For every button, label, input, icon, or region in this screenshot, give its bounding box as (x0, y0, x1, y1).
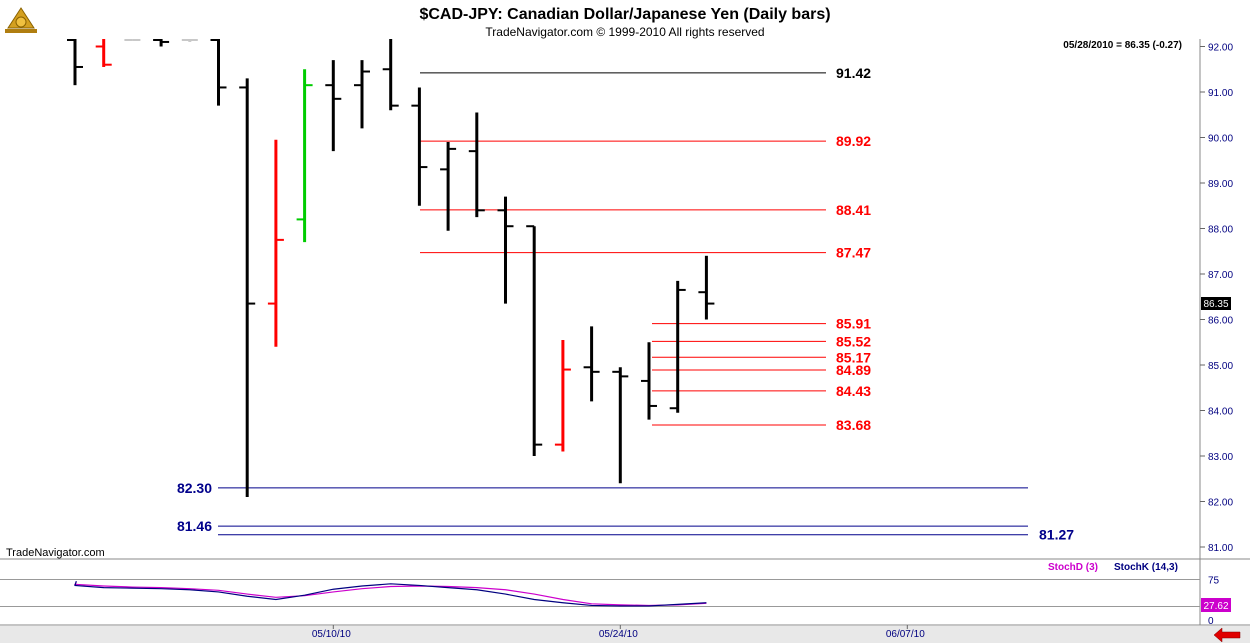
ohlc-bar (669, 280, 686, 413)
ohlc-bar (95, 39, 112, 67)
level-label: 84.43 (836, 383, 871, 399)
level-label: 88.41 (836, 202, 871, 218)
price-tick-label: 87.00 (1208, 270, 1233, 281)
ohlc-bar (612, 367, 629, 484)
stoch-series-line (73, 581, 707, 607)
ohlc-bar (153, 39, 170, 47)
price-tick-label: 85.00 (1208, 361, 1233, 372)
ohlc-bar (497, 196, 514, 304)
stoch-legend-label: StochK (14,3) (1114, 562, 1178, 573)
time-axis: 05/10/10 05/24/10 06/07/10 (312, 625, 925, 640)
current-price-tag: 86.35 (1203, 299, 1228, 310)
stoch-legend-label: StochD (3) (1048, 562, 1098, 573)
level-label: 85.91 (836, 316, 871, 332)
level-label: 85.17 (836, 349, 871, 365)
level-label: 91.42 (836, 65, 871, 81)
ohlc-bar (698, 255, 715, 320)
ohlc-bars (67, 39, 715, 497)
ohlc-bar (124, 39, 141, 41)
price-tick-label: 89.00 (1208, 179, 1233, 190)
price-tick-label: 83.00 (1208, 452, 1233, 463)
level-label: 89.92 (836, 133, 871, 149)
sextant-logo-icon (5, 7, 37, 33)
price-tick-label: 86.00 (1208, 316, 1233, 327)
scroll-left-arrow-icon[interactable] (1213, 627, 1241, 643)
price-panel[interactable] (0, 39, 1200, 559)
ohlc-bar (67, 39, 83, 86)
level-label: 82.30 (177, 480, 212, 496)
chart-subtitle: TradeNavigator.com © 1999-2010 All right… (485, 25, 764, 39)
ohlc-bar (526, 225, 543, 456)
price-tick-label: 88.00 (1208, 225, 1233, 236)
ohlc-bar (296, 69, 313, 243)
ohlc-bar (181, 39, 198, 42)
ohlc-bar (354, 60, 370, 129)
ohlc-bar (440, 142, 457, 231)
level-label: 81.46 (177, 518, 212, 534)
stoch-series-line (74, 580, 707, 607)
time-tick-label: 06/07/10 (886, 629, 925, 640)
level-label: 84.89 (836, 362, 871, 378)
price-tick-label: 82.00 (1208, 498, 1233, 509)
ohlc-bar (411, 87, 428, 206)
ohlc-bar (554, 339, 571, 452)
current-price-tag-bg (1201, 297, 1231, 310)
ohlc-bar (382, 39, 399, 111)
watermark: TradeNavigator.com (6, 547, 105, 559)
fib-levels: 91.42 89.92 88.41 87.47 85.9185.5285.1784.89… (177, 65, 1074, 543)
level-label: 85.52 (836, 333, 871, 349)
stoch-value-tag-bg (1201, 598, 1231, 612)
price-tick-label: 91.00 (1208, 88, 1233, 99)
price-tick-label: 81.00 (1208, 543, 1233, 554)
price-tick-label: 90.00 (1208, 134, 1233, 145)
price-axis: 92.00 91.00 90.00 89.00 88.00 87.00 86.00 85.00… (1200, 43, 1233, 554)
stochastic-panel: 75 0 StochD (3) StochK (14,3) 27.62 (0, 562, 1231, 627)
stoch-value-tag: 27.62 (1203, 601, 1228, 612)
stoch-tick-label: 75 (1208, 576, 1220, 587)
level-label: 83.68 (836, 417, 871, 433)
last-price-readout: 05/28/2010 = 86.35 (-0.27) (1063, 40, 1182, 51)
ohlc-bar (267, 139, 284, 347)
level-label: 87.47 (836, 245, 871, 261)
ohlc-bar (239, 78, 256, 497)
ohlc-bar (583, 326, 600, 402)
price-tick-label: 84.00 (1208, 407, 1233, 418)
price-tick-label: 92.00 (1208, 43, 1233, 54)
time-axis-bar (0, 626, 1250, 643)
time-tick-label: 05/24/10 (599, 629, 638, 640)
time-tick-label: 05/10/10 (312, 629, 351, 640)
level-label: 81.27 (1039, 527, 1074, 543)
ohlc-bar (641, 342, 657, 420)
ohlc-bar (210, 39, 227, 106)
ohlc-bar (468, 112, 485, 218)
ohlc-bar (325, 60, 342, 152)
chart-title: $CAD-JPY: Canadian Dollar/Japanese Yen (… (419, 6, 830, 23)
stoch-tick-label: 0 (1208, 616, 1214, 627)
